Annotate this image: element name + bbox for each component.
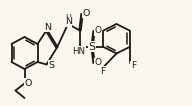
- Text: O: O: [94, 26, 102, 35]
- Text: F: F: [100, 66, 105, 75]
- Text: O: O: [25, 79, 32, 87]
- Text: O: O: [94, 58, 102, 67]
- Text: H: H: [65, 14, 71, 23]
- Text: F: F: [131, 61, 136, 70]
- Text: S: S: [89, 42, 96, 52]
- Text: O: O: [82, 9, 90, 18]
- Text: N: N: [65, 17, 72, 26]
- Text: N: N: [44, 23, 51, 32]
- Text: S: S: [48, 61, 54, 70]
- Text: HN: HN: [73, 47, 85, 56]
